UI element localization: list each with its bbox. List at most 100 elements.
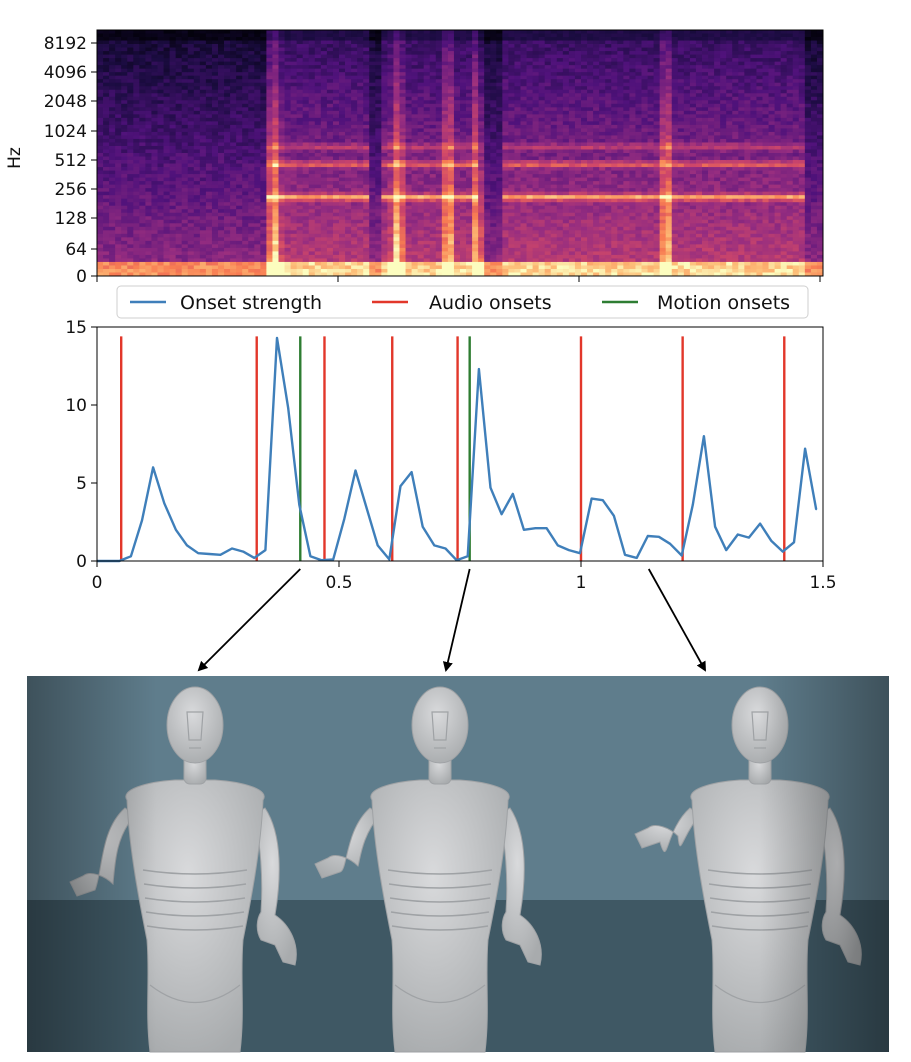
spectrogram-cell [109, 118, 115, 122]
spectrogram-cell [285, 178, 291, 182]
spectrogram-cell [182, 248, 188, 252]
spectrogram-cell [430, 93, 436, 97]
spectrogram-cell [297, 86, 303, 90]
spectrogram-cell [182, 90, 188, 94]
spectrogram-cell [272, 51, 278, 55]
spectrogram-cell [400, 265, 406, 269]
spectrogram-cell [508, 69, 514, 73]
spectrogram-cell [297, 230, 303, 234]
spectrogram-cell [357, 51, 363, 55]
spectrogram-cell [363, 258, 369, 262]
spectrogram-cell [272, 107, 278, 111]
spectrogram-cell [115, 185, 121, 189]
spectrogram-cell [333, 51, 339, 55]
spectrogram-cell [521, 37, 527, 41]
spectrogram-cell [254, 258, 260, 262]
spectrogram-cell [345, 41, 351, 45]
spectrogram-cell [430, 128, 436, 132]
spectrogram-cell [309, 30, 315, 34]
spectrogram-cell [218, 258, 224, 262]
spectrogram-cell [158, 255, 164, 259]
spectrogram-cell [321, 157, 327, 161]
spectrogram-cell [327, 111, 333, 115]
spectrogram-cell [230, 237, 236, 241]
spectrogram-cell [327, 104, 333, 108]
spectrogram-cell [139, 114, 145, 118]
spectrogram-cell [309, 199, 315, 203]
spectrogram-cell [272, 79, 278, 83]
spectrogram-cell [285, 230, 291, 234]
spectrogram-cell [164, 69, 170, 73]
spectrogram-cell [272, 195, 278, 199]
spectrogram-cell [436, 164, 442, 168]
spectrogram-cell [502, 97, 508, 101]
spectrogram-cell [145, 93, 151, 97]
spectrogram-cell [327, 269, 333, 273]
spectrogram-cell [424, 107, 430, 111]
spectrogram-cell [170, 174, 176, 178]
spectrogram-cell [145, 227, 151, 231]
spectrogram-cell [285, 30, 291, 34]
spectrogram-cell [285, 44, 291, 48]
spectrogram-cell [412, 174, 418, 178]
spectrogram-cell [454, 41, 460, 45]
spectrogram-cell [266, 69, 272, 73]
spectrogram-cell [490, 255, 496, 259]
spectrogram-cell [309, 248, 315, 252]
spectrogram-cell [272, 164, 278, 168]
spectrogram-cell [333, 269, 339, 273]
spectrogram-cell [478, 255, 484, 259]
spectrogram-cell [206, 83, 212, 87]
spectrogram-cell [212, 30, 218, 34]
spectrogram-cell [218, 164, 224, 168]
spectrogram-cell [484, 104, 490, 108]
spectrogram-cell [151, 69, 157, 73]
spectrogram-cell [109, 251, 115, 255]
spectrogram-cell [400, 258, 406, 262]
spectrogram-cell [218, 251, 224, 255]
spectrogram-cell [176, 258, 182, 262]
spectrogram-cell [248, 149, 254, 153]
spectrogram-cell [200, 121, 206, 125]
spectrogram-cell [375, 181, 381, 185]
spectrogram-cell [103, 90, 109, 94]
spectrogram-cell [266, 125, 272, 129]
spectrogram-cell [387, 146, 393, 150]
spectrogram-cell [103, 65, 109, 69]
spectrogram-cell [260, 34, 266, 38]
spectrogram-cell [218, 93, 224, 97]
spectrogram-cell [218, 69, 224, 73]
spectrogram-cell [351, 142, 357, 146]
spectrogram-cell [145, 51, 151, 55]
spectrogram-cell [151, 58, 157, 62]
spectrogram-cell [381, 114, 387, 118]
spectrogram-cell [291, 167, 297, 171]
spectrogram-cell [109, 90, 115, 94]
spectrogram-cell [266, 164, 272, 168]
spectrogram-cell [393, 188, 399, 192]
spectrogram-cell [158, 167, 164, 171]
spectrogram-cell [490, 153, 496, 157]
spectrogram-cell [200, 30, 206, 34]
spectrogram-cell [224, 265, 230, 269]
spectrogram-cell [418, 244, 424, 248]
spectrogram-cell [490, 192, 496, 196]
spectrogram-cell [272, 34, 278, 38]
spectrogram-cell [303, 202, 309, 206]
spectrogram-cell [527, 65, 533, 69]
spectrogram-cell [478, 244, 484, 248]
spectrogram-cell [139, 149, 145, 153]
spectrogram-cell [442, 83, 448, 87]
spectrogram-cell [127, 97, 133, 101]
spectrogram-cell [133, 72, 139, 76]
spectrogram-cell [309, 216, 315, 220]
spectrogram-cell [218, 181, 224, 185]
spectrogram-cell [176, 160, 182, 164]
spectrogram-cell [115, 153, 121, 157]
spectrogram-cell [333, 121, 339, 125]
spectrogram-cell [103, 86, 109, 90]
spectrogram-cell [248, 255, 254, 259]
spectrogram-cell [194, 255, 200, 259]
spectrogram-cell [176, 142, 182, 146]
spectrogram-cell [266, 167, 272, 171]
